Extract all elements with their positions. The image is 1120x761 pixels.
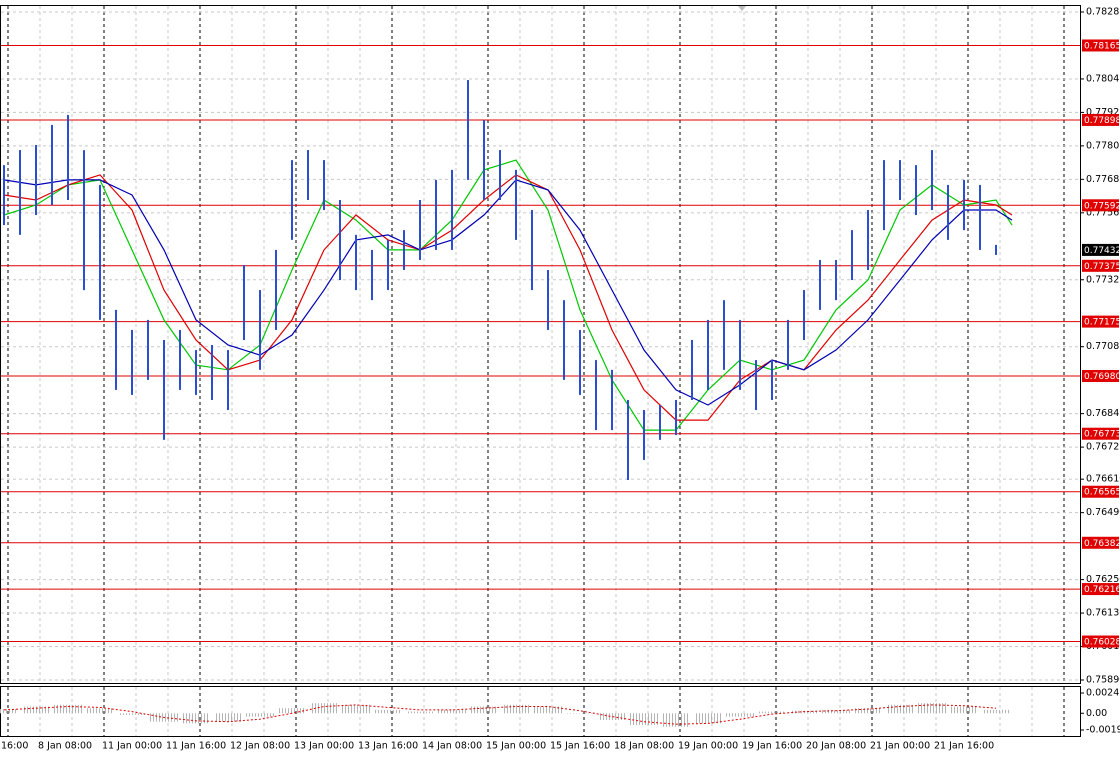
level-label: 0.76028 (1084, 638, 1120, 648)
last-price-box (1082, 243, 1119, 256)
histogram-bar (662, 713, 690, 727)
histogram-bar (406, 711, 434, 714)
histogram-bar (438, 709, 466, 714)
level-label: 0.77375 (1084, 262, 1120, 272)
x-tick-label: 12 Jan 08:00 (230, 741, 290, 752)
level-label: 0.76980 (1084, 372, 1120, 382)
histogram-bar (566, 713, 594, 714)
x-tick-label: 8 Jan 08:00 (38, 741, 92, 752)
x-tick-label: 16:00 (1, 741, 28, 752)
histogram-bar (822, 709, 850, 714)
y-tick-label: 0.77565 (1086, 207, 1120, 218)
histogram-bar (246, 713, 274, 717)
histogram-bar (214, 713, 242, 722)
histogram-bar (598, 713, 626, 720)
level-label-box (1082, 369, 1119, 382)
y-tick-label: 0.77685 (1086, 174, 1120, 185)
level-label-box (1082, 259, 1119, 272)
level-label-box (1082, 199, 1119, 212)
histogram-bar (534, 706, 562, 714)
histogram-bar (54, 704, 82, 714)
histogram-bar (470, 706, 498, 714)
y-tick-label: 0.00241 (1086, 688, 1120, 699)
histogram-bar (374, 709, 402, 714)
x-tick-label: 13 Jan 16:00 (358, 741, 418, 752)
y-tick-label: 0.76845 (1086, 408, 1120, 419)
histogram-bar (630, 713, 658, 726)
level-label: 0.76773 (1084, 430, 1120, 440)
level-label: 0.76216 (1084, 585, 1120, 595)
last-price-label: 0.77432 (1084, 246, 1120, 256)
histogram-bar (918, 703, 946, 714)
moving-average (3, 159, 1013, 431)
level-label: 0.77898 (1084, 116, 1120, 126)
x-tick-label: 18 Jan 08:00 (614, 741, 674, 752)
y-tick-label: 0.77805 (1086, 140, 1120, 151)
histogram-bar (278, 708, 306, 714)
level-label-box (1082, 583, 1119, 596)
histogram-bar (0, 709, 18, 714)
histogram-bar (22, 706, 50, 714)
histogram-bar (502, 704, 530, 714)
main-panel (0, 5, 1081, 684)
level-label: 0.76565 (1084, 488, 1120, 498)
histogram-bar (86, 708, 114, 714)
level-label-box (1082, 315, 1119, 328)
histogram-bar (342, 704, 370, 714)
histogram-bar (950, 706, 978, 714)
level-label: 0.77175 (1084, 318, 1120, 328)
level-label-box (1082, 635, 1119, 648)
histogram-bar (310, 703, 338, 714)
level-label: 0.78165 (1084, 41, 1120, 51)
x-tick-label: 20 Jan 08:00 (806, 741, 866, 752)
histogram-bar (182, 713, 210, 724)
x-tick-label: 21 Jan 16:00 (934, 741, 994, 752)
x-tick-label: 11 Jan 16:00 (166, 741, 226, 752)
level-label: 0.76382 (1084, 539, 1120, 549)
x-tick-label: 15 Jan 00:00 (486, 741, 546, 752)
histogram-bar (886, 704, 914, 714)
y-tick-label: 0.78285 (1086, 7, 1120, 18)
x-tick-label: 14 Jan 08:00 (422, 741, 482, 752)
histogram-bar (982, 709, 1010, 714)
level-label-box (1082, 536, 1119, 549)
x-tick-label: 19 Jan 00:00 (678, 741, 738, 752)
level-label: 0.77592 (1084, 201, 1120, 211)
level-label-box (1082, 427, 1119, 440)
y-tick-label: 0.76725 (1086, 442, 1120, 453)
y-tick-label: 0.78045 (1086, 73, 1120, 84)
x-tick-label: 15 Jan 16:00 (550, 741, 610, 752)
histogram-bar (118, 713, 146, 715)
x-tick-label: 13 Jan 00:00 (294, 741, 354, 752)
histogram-bar (726, 713, 754, 717)
y-tick-label: 0.77325 (1086, 274, 1120, 285)
histogram-bar (758, 711, 786, 714)
level-label-box (1082, 113, 1119, 126)
x-tick-label: 21 Jan 00:00 (870, 741, 930, 752)
x-tick-label: 19 Jan 16:00 (742, 741, 802, 752)
y-tick-label: 0.77085 (1086, 341, 1120, 352)
level-label-box (1082, 485, 1119, 498)
histogram-bar (694, 713, 722, 724)
y-tick-label: 0.77925 (1086, 107, 1120, 118)
y-tick-label: 0.00 (1086, 708, 1107, 719)
histogram-bar (854, 708, 882, 714)
level-label-box (1082, 39, 1119, 52)
x-tick-label: 11 Jan 00:00 (102, 741, 162, 752)
y-tick-label: -0.00199 (1086, 725, 1120, 736)
